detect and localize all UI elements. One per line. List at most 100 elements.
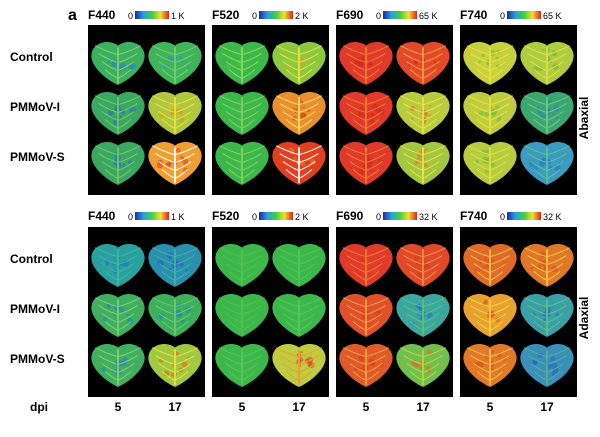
- scale-min-label: 0: [500, 212, 505, 222]
- leaf-vein: [349, 363, 367, 373]
- leaf-vein: [117, 145, 141, 156]
- leaf-vein: [158, 61, 176, 71]
- leaf-vein: [365, 297, 389, 308]
- leaf-vein: [101, 363, 119, 373]
- scale-min-label: 0: [252, 11, 257, 21]
- leaf-spot: [353, 254, 358, 259]
- leaf-vein: [101, 263, 119, 273]
- leaf-vein: [241, 297, 265, 308]
- leaf-vein: [161, 321, 176, 331]
- leaf-spot: [251, 102, 256, 106]
- leaf-vein: [222, 305, 243, 316]
- leaf-vein: [530, 61, 548, 71]
- leaf-vein: [533, 119, 548, 129]
- leaf-image: [148, 142, 202, 185]
- leaf-vein: [101, 61, 119, 71]
- leaf-vein: [546, 53, 567, 64]
- leaf-vein: [467, 145, 491, 156]
- leaf-vein: [422, 355, 443, 366]
- scale-max-label: 1 K: [171, 11, 185, 21]
- leaf-spot: [156, 162, 163, 169]
- leaf-vein: [98, 255, 119, 266]
- leaf-spot: [551, 113, 555, 116]
- leaf-vein: [174, 45, 198, 56]
- leaf-vein: [174, 263, 192, 273]
- leaf-vein: [546, 119, 561, 129]
- leaf-image: [215, 42, 269, 85]
- leaf-vein: [533, 371, 548, 381]
- leaf-image: [91, 244, 145, 287]
- leaf-vein: [422, 271, 437, 281]
- leaf-vein: [241, 363, 259, 373]
- leaf-vein: [489, 371, 504, 381]
- leaf-vein: [406, 111, 424, 121]
- leaf-vein: [365, 119, 380, 129]
- leaf-vein: [117, 313, 135, 323]
- leaf-vein: [298, 247, 322, 258]
- leaf-vein: [285, 69, 300, 79]
- dpi-label: dpi: [30, 400, 48, 414]
- leaf-spot: [490, 264, 494, 267]
- leaf-vein: [285, 169, 300, 179]
- leaf-vein: [241, 305, 262, 316]
- leaf-vein: [546, 111, 564, 121]
- leaf-vein: [282, 161, 300, 171]
- leaf-vein: [117, 371, 132, 381]
- leaf-spot: [224, 310, 229, 314]
- channel-title-f440: F440: [88, 209, 116, 223]
- leaf-spot: [532, 359, 538, 365]
- leaf-vein: [346, 153, 367, 164]
- leaf-spot: [129, 106, 136, 113]
- leaf-spot: [247, 159, 252, 165]
- leaf-vein: [241, 347, 265, 358]
- leaf-vein: [489, 263, 507, 273]
- leaf-vein: [467, 247, 491, 258]
- leaf-vein: [533, 169, 548, 179]
- leaf-vein: [489, 45, 513, 56]
- leaf-spot: [245, 61, 250, 66]
- leaf-vein: [117, 297, 141, 308]
- leaf-vein: [104, 69, 119, 79]
- leaf-vein: [546, 363, 564, 373]
- leaf-vein: [473, 313, 491, 323]
- leaf-vein: [219, 95, 243, 106]
- leaf-vein: [174, 145, 198, 156]
- leaf-vein: [228, 169, 243, 179]
- leaf-vein: [546, 321, 561, 331]
- leaf-spot: [414, 161, 418, 166]
- leaf-vein: [298, 95, 322, 106]
- leaf-spot: [411, 117, 414, 120]
- leaf-vein: [174, 103, 195, 114]
- leaf-spot: [357, 111, 364, 118]
- leaf-vein: [546, 305, 567, 316]
- scale-max-label: 65 K: [543, 11, 562, 21]
- leaf-vein: [117, 111, 135, 121]
- leaf-vein: [117, 95, 141, 106]
- leaf-vein: [406, 61, 424, 71]
- leaf-vein: [467, 347, 491, 358]
- channel-title-f520: F520: [212, 8, 240, 22]
- leaf-vein: [155, 355, 176, 366]
- leaf-vein: [365, 161, 383, 171]
- leaf-spot: [168, 257, 172, 260]
- channel-title-f520: F520: [212, 209, 240, 223]
- leaf-vein: [282, 61, 300, 71]
- leaf-vein: [365, 371, 380, 381]
- scale-min-label: 0: [128, 11, 133, 21]
- leaf-spot: [475, 362, 478, 365]
- leaf-vein: [403, 355, 424, 366]
- leaf-vein: [546, 145, 570, 156]
- leaf-spot: [474, 267, 480, 273]
- leaf-vein: [365, 95, 389, 106]
- leaf-vein: [546, 247, 570, 258]
- leaf-spot: [126, 314, 129, 317]
- leaf-spot: [538, 66, 543, 72]
- leaf-vein: [225, 313, 243, 323]
- leaf-vein: [155, 103, 176, 114]
- leaf-vein: [241, 271, 256, 281]
- leaf-vein: [298, 119, 313, 129]
- leaf-vein: [365, 347, 389, 358]
- scale-min-label: 0: [376, 11, 381, 21]
- leaf-spot: [371, 266, 378, 273]
- leaf-spot: [102, 316, 108, 322]
